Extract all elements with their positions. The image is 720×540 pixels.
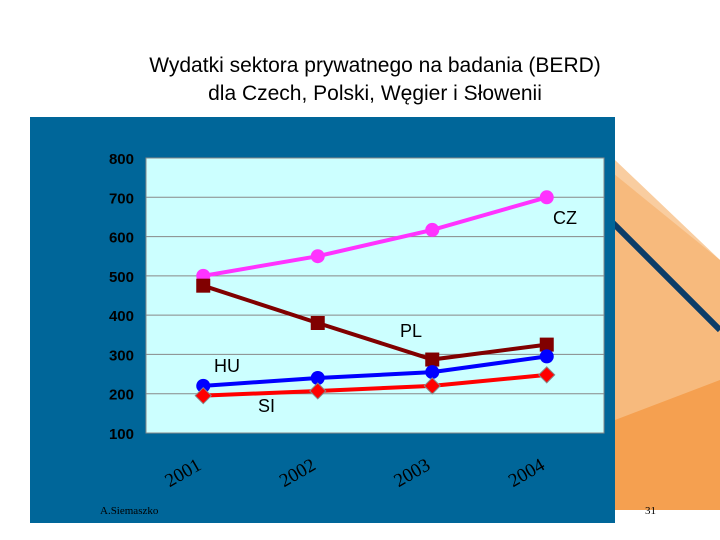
y-tick-label: 700 — [109, 190, 134, 207]
data-point-si-2002 — [309, 382, 327, 400]
footer-author: A.Siemaszko — [100, 505, 159, 517]
y-tick-label: 100 — [109, 426, 134, 443]
data-point-pl-2003 — [425, 352, 440, 367]
data-point-pl-2001 — [196, 278, 211, 293]
data-point-hu-2003 — [425, 365, 440, 380]
series-label-pl: PL — [400, 321, 422, 341]
series-lines — [202, 195, 548, 398]
series-line-si — [203, 372, 547, 398]
series-label-hu: HU — [214, 356, 240, 376]
y-tick-label: 400 — [109, 308, 134, 325]
data-point-si-2001 — [194, 386, 212, 405]
data-point-pl-2002 — [310, 316, 325, 330]
data-point-cz-2004 — [539, 190, 554, 205]
chart-title-line-1: Wydatki sektora prywatnego na badania (B… — [149, 54, 601, 77]
y-tick-label: 300 — [109, 347, 134, 364]
data-point-hu-2004 — [539, 349, 554, 364]
slide-number: 31 — [645, 505, 656, 517]
data-point-cz-2002 — [310, 249, 325, 264]
data-point-hu-2001 — [196, 378, 211, 393]
series-markers — [194, 190, 556, 405]
series-label-si: SI — [258, 396, 275, 416]
data-point-si-2004 — [538, 366, 556, 384]
series-line-hu — [203, 354, 548, 388]
series-labels: CZ PL HU SI — [214, 208, 577, 416]
y-tick-label: 500 — [109, 269, 134, 286]
series-line-pl — [202, 283, 548, 362]
data-point-si-2003 — [423, 377, 441, 395]
dark-decor-line — [597, 207, 720, 333]
data-point-cz-2003 — [425, 222, 440, 237]
y-tick-label: 600 — [109, 230, 134, 247]
series-line-cz — [202, 195, 548, 278]
series-label-cz: CZ — [553, 208, 577, 228]
y-axis-tick-labels: 100 200 300 400 500 600 700 800 — [109, 151, 134, 443]
chart-title-line-2: dla Czech, Polski, Węgier i Słowenii — [208, 82, 542, 105]
y-tick-label: 200 — [109, 387, 134, 404]
gridlines — [146, 196, 604, 395]
data-point-hu-2002 — [310, 371, 325, 385]
orange-decor-highlight — [615, 160, 720, 420]
y-tick-label: 800 — [109, 151, 134, 168]
data-point-pl-2004 — [539, 337, 554, 352]
